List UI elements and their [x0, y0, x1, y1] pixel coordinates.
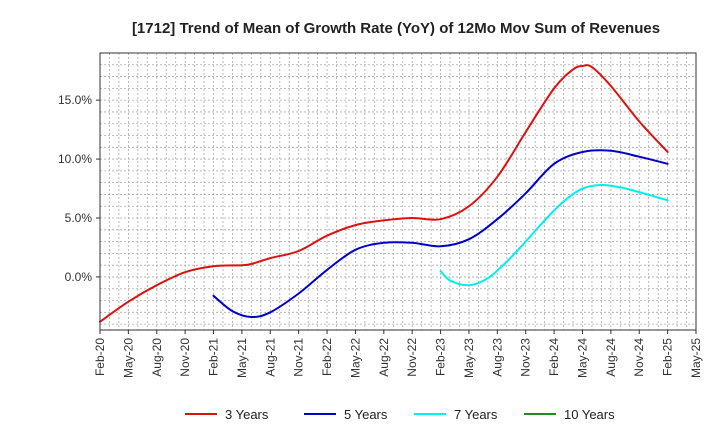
y-tick-label: 10.0% — [58, 152, 92, 166]
legend: 3 Years 5 Years 7 Years 10 Years — [185, 407, 615, 422]
x-tick-label: Aug-24 — [604, 338, 618, 377]
x-tick-label: Nov-23 — [519, 338, 533, 377]
x-tick-label: Feb-25 — [661, 338, 675, 376]
x-tick-label: Feb-23 — [434, 338, 448, 376]
series-line-5-years — [212, 149, 669, 319]
x-tick-label: May-21 — [235, 338, 249, 378]
y-axis-ticks: 0.0% 5.0% 10.0% 15.0% — [58, 93, 100, 284]
x-tick-label: Nov-22 — [405, 338, 419, 377]
chart-title: [1712] Trend of Mean of Growth Rate (YoY… — [132, 20, 660, 37]
x-tick-label: Aug-22 — [377, 338, 391, 377]
x-tick-label: Feb-22 — [320, 338, 334, 376]
legend-label-10-years: 10 Years — [564, 407, 615, 422]
x-tick-label: May-23 — [462, 338, 476, 378]
x-tick-label: Feb-20 — [93, 338, 107, 376]
x-axis-ticks: Feb-20 May-20 Aug-20 Nov-20 Feb-21 May-21 Aug-… — [93, 330, 703, 378]
plot-area — [100, 53, 696, 330]
plot-border — [99, 52, 697, 331]
x-tick-label: Aug-21 — [263, 338, 277, 377]
x-tick-label: May-24 — [575, 338, 589, 378]
x-tick-label: Feb-24 — [547, 338, 561, 376]
x-tick-label: Nov-24 — [632, 338, 646, 377]
grid-lines — [100, 52, 696, 330]
y-tick-label: 5.0% — [65, 211, 93, 225]
series-layer — [99, 64, 669, 323]
legend-label-5-years: 5 Years — [344, 407, 388, 422]
x-tick-label: May-20 — [121, 338, 135, 378]
legend-label-7-years: 7 Years — [454, 407, 498, 422]
x-tick-label: Aug-20 — [150, 338, 164, 377]
x-tick-label: Feb-21 — [207, 338, 221, 376]
y-tick-label: 0.0% — [65, 270, 93, 284]
x-tick-label: May-22 — [348, 338, 362, 378]
x-tick-label: Nov-20 — [178, 338, 192, 377]
legend-label-3-years: 3 Years — [225, 407, 269, 422]
y-tick-label: 15.0% — [58, 93, 92, 107]
series-line-7-years — [439, 183, 669, 287]
x-tick-label: Aug-23 — [490, 338, 504, 377]
x-tick-label: Nov-21 — [292, 338, 306, 377]
series-line-3-years — [99, 64, 669, 323]
x-tick-label: May-25 — [689, 338, 703, 378]
